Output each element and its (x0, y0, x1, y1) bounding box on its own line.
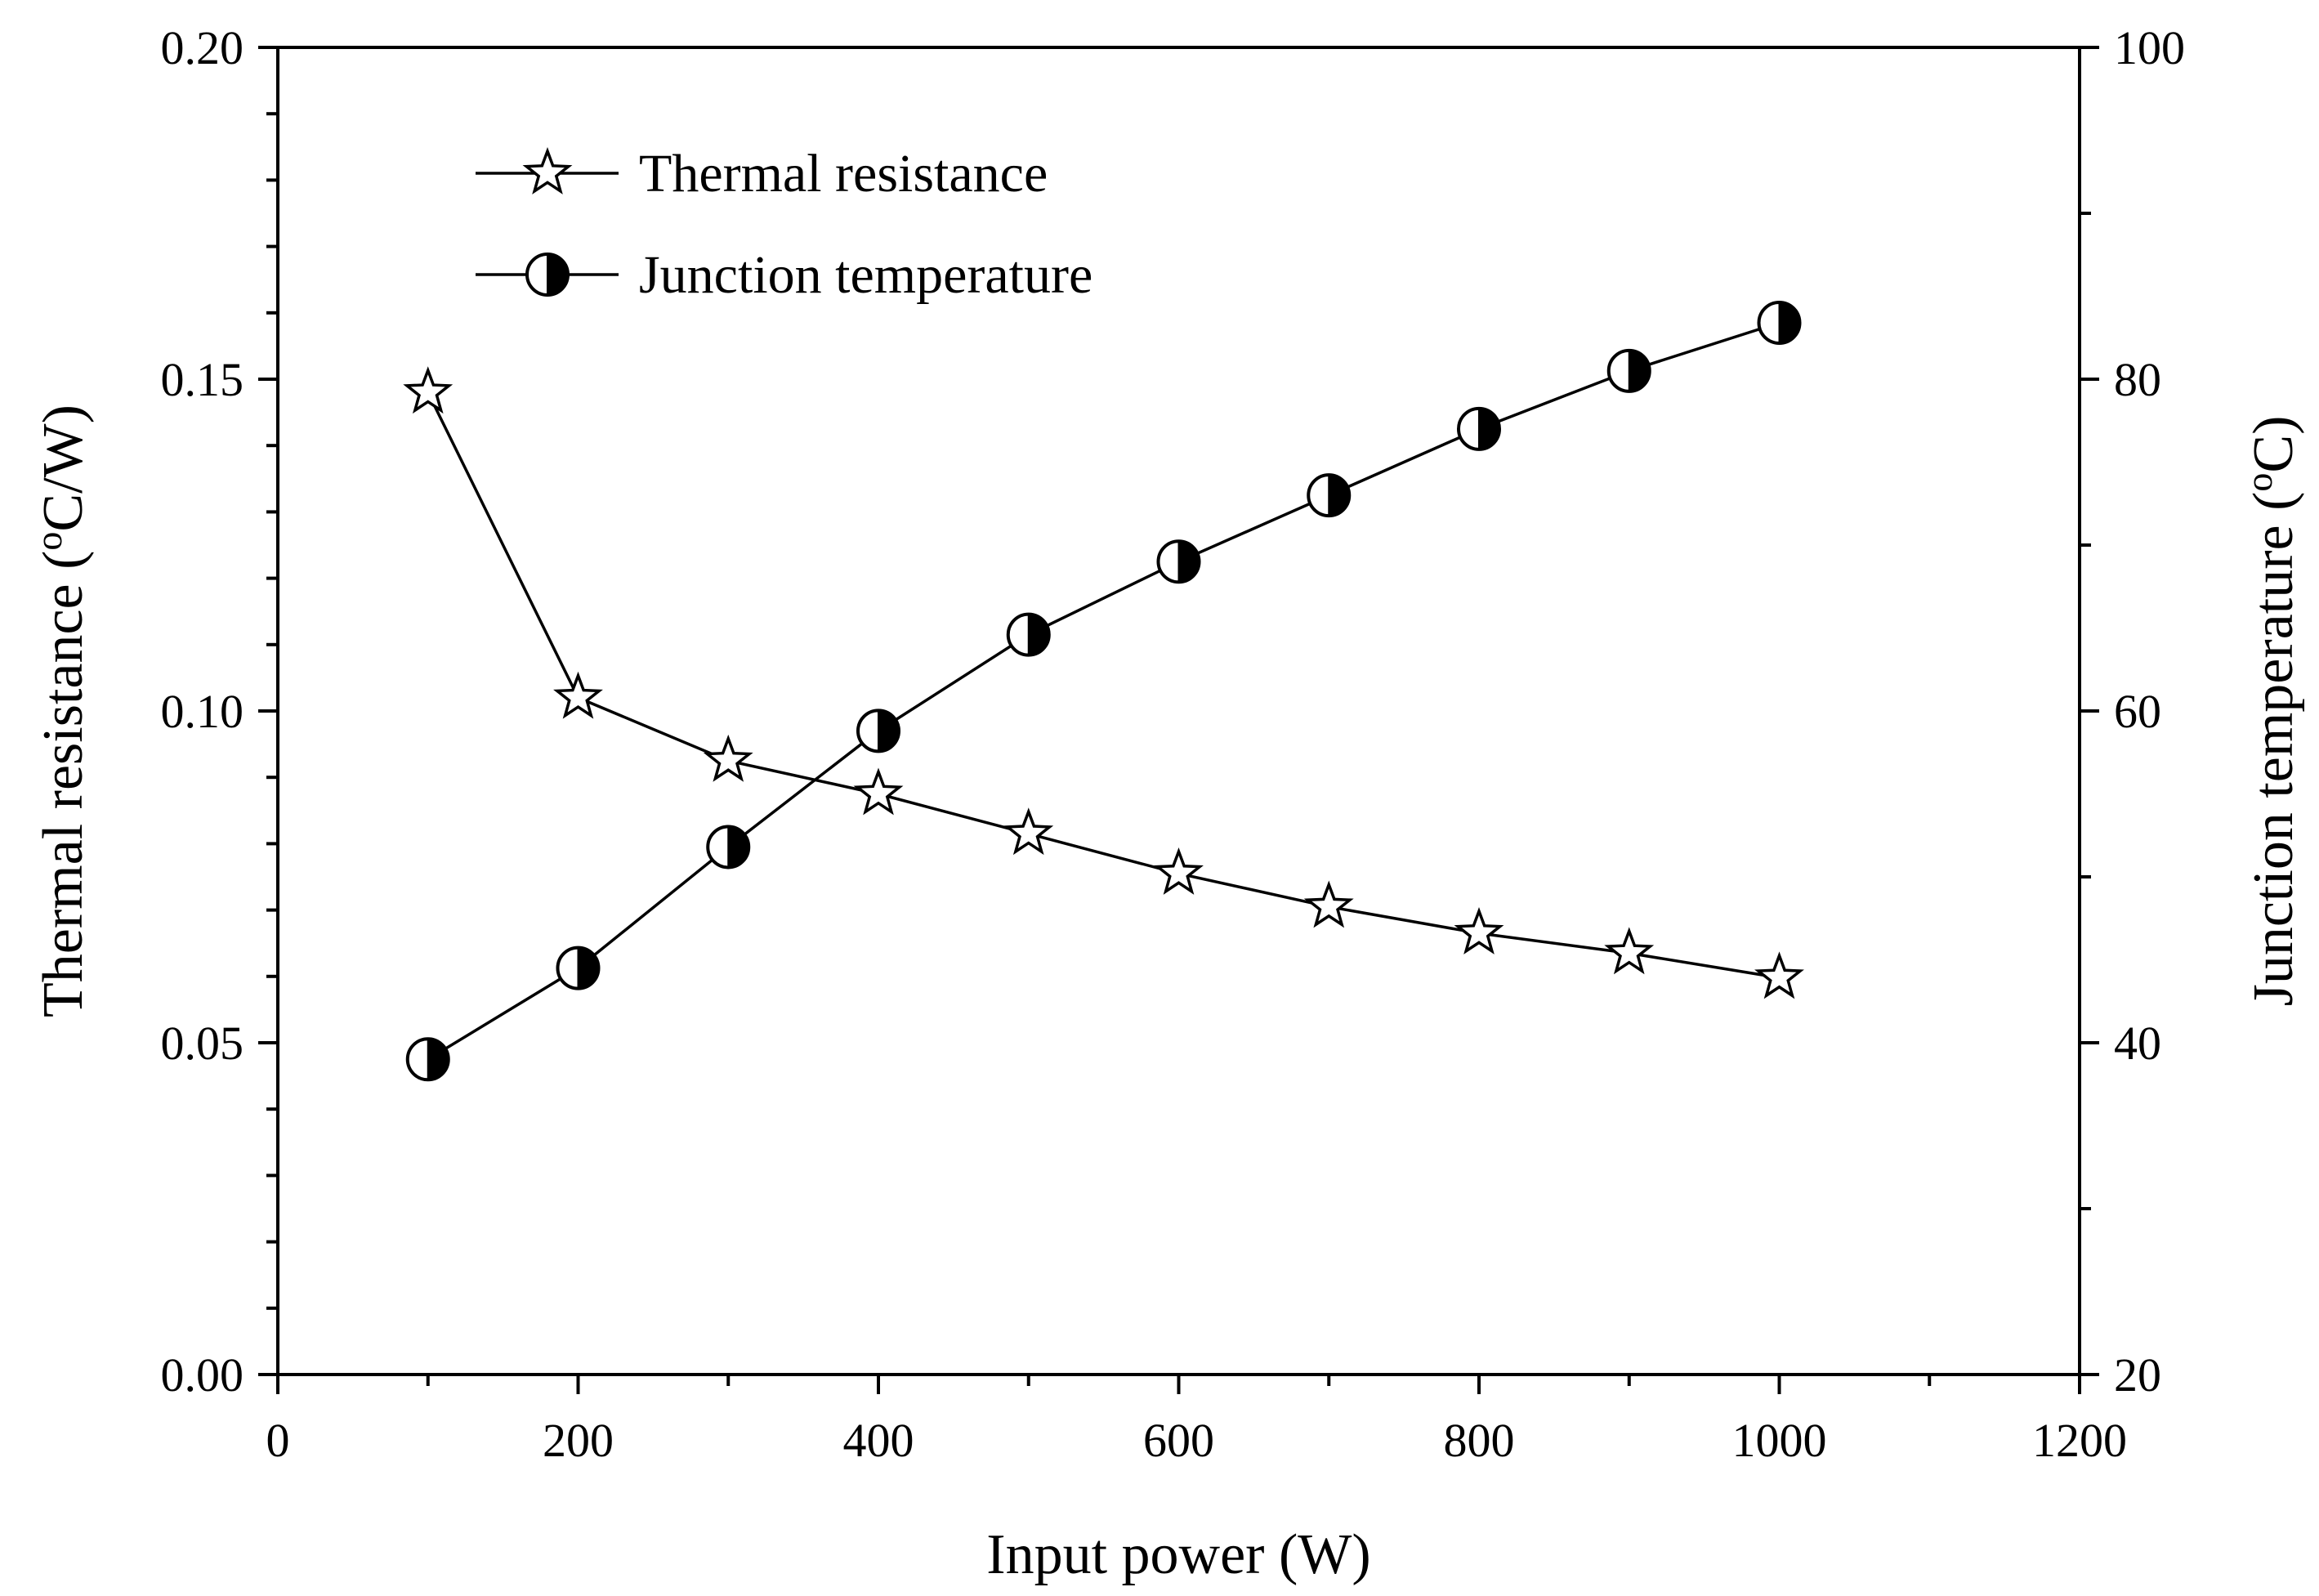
legend-item: Thermal resistance (476, 144, 1048, 203)
data-point (853, 767, 904, 816)
x-tick-label: 800 (1444, 1414, 1515, 1467)
legend-marker (522, 147, 573, 194)
y-right-tick-label: 60 (2114, 685, 2161, 738)
series-junction-temperature (405, 300, 1802, 1082)
y-right-tick-label: 100 (2114, 21, 2185, 74)
y-left-tick-label: 0.10 (161, 685, 244, 738)
x-tick-label: 400 (843, 1414, 914, 1467)
y-axis-right-label-rest: C) (2242, 416, 2305, 473)
marker-fill (1027, 613, 1050, 656)
data-point (1006, 612, 1051, 657)
y-axis-right-label-sup: o (2238, 473, 2280, 492)
y-right-tick-label: 20 (2114, 1348, 2161, 1402)
marker-fill (547, 253, 569, 297)
marker-fill (1328, 474, 1351, 517)
y-right-tick-label: 80 (2114, 353, 2161, 406)
marker-fill (1478, 407, 1500, 450)
y-left-tick-label: 0.00 (161, 1348, 244, 1402)
data-point (1154, 847, 1204, 895)
y-left-tick-label: 0.05 (161, 1017, 244, 1070)
marker-fill (878, 709, 900, 753)
y-axis-right-label: Junction temperature (oC) (2238, 416, 2306, 1007)
ticks: 0 200 400 600 800 1000 1200 0.00 0.05 0.10 0.15 0.2… (161, 21, 2186, 1467)
data-point (706, 825, 751, 870)
legend-label: Thermal resistance (639, 144, 1048, 203)
data-point (556, 946, 601, 990)
data-point (1454, 907, 1504, 954)
y-axis-right-label-main: Junction temperature ( (2242, 492, 2305, 1007)
y-right-tick-label: 40 (2114, 1017, 2161, 1070)
data-point (1457, 406, 1501, 451)
legend-label: Junction temperature (639, 245, 1092, 305)
legend-item: Junction temperature (476, 245, 1092, 305)
marker-fill (577, 946, 600, 990)
data-point (405, 1037, 450, 1082)
y-axis-left-label-main: Thermal resistance ( (32, 551, 95, 1017)
y-axis-left-label-sup: o (28, 532, 69, 551)
legend-marker (525, 253, 570, 297)
series-thermal-resistance (403, 366, 1804, 999)
data-point (703, 734, 753, 782)
x-tick-label: 0 (266, 1414, 290, 1467)
data-point (553, 671, 603, 719)
marker-fill (1177, 540, 1200, 583)
data-point (403, 366, 454, 414)
data-point (1303, 880, 1354, 928)
data-point (1754, 951, 1804, 999)
legend: Thermal resistance Junction temperature (476, 144, 1092, 305)
x-tick-label: 1000 (1732, 1414, 1827, 1467)
x-tick-label: 200 (543, 1414, 614, 1467)
y-axis-left-label: Thermal resistance (oC/W) (28, 405, 96, 1017)
marker-fill (1778, 301, 1801, 344)
x-axis-label: Input power (W) (986, 1523, 1370, 1586)
marker-fill (727, 825, 750, 869)
y-left-tick-label: 0.15 (161, 353, 244, 406)
y-axis-left-label-rest: C/W) (32, 405, 95, 532)
data-point (1606, 348, 1651, 393)
marker-fill (427, 1038, 449, 1081)
plot-frame (276, 46, 2081, 1376)
data-point (1307, 473, 1352, 518)
y-left-tick-label: 0.20 (161, 21, 244, 74)
x-tick-label: 600 (1143, 1414, 1214, 1467)
marker-fill (1628, 349, 1651, 392)
x-tick-label: 1200 (2032, 1414, 2127, 1467)
data-point (856, 709, 900, 753)
data-point (1604, 927, 1655, 975)
series (403, 300, 1804, 1082)
series-line (427, 391, 1780, 980)
series-line (427, 321, 1781, 1061)
data-point (1757, 300, 1802, 345)
data-point (1156, 539, 1201, 584)
data-point (1003, 807, 1054, 856)
axes (276, 46, 2081, 1376)
